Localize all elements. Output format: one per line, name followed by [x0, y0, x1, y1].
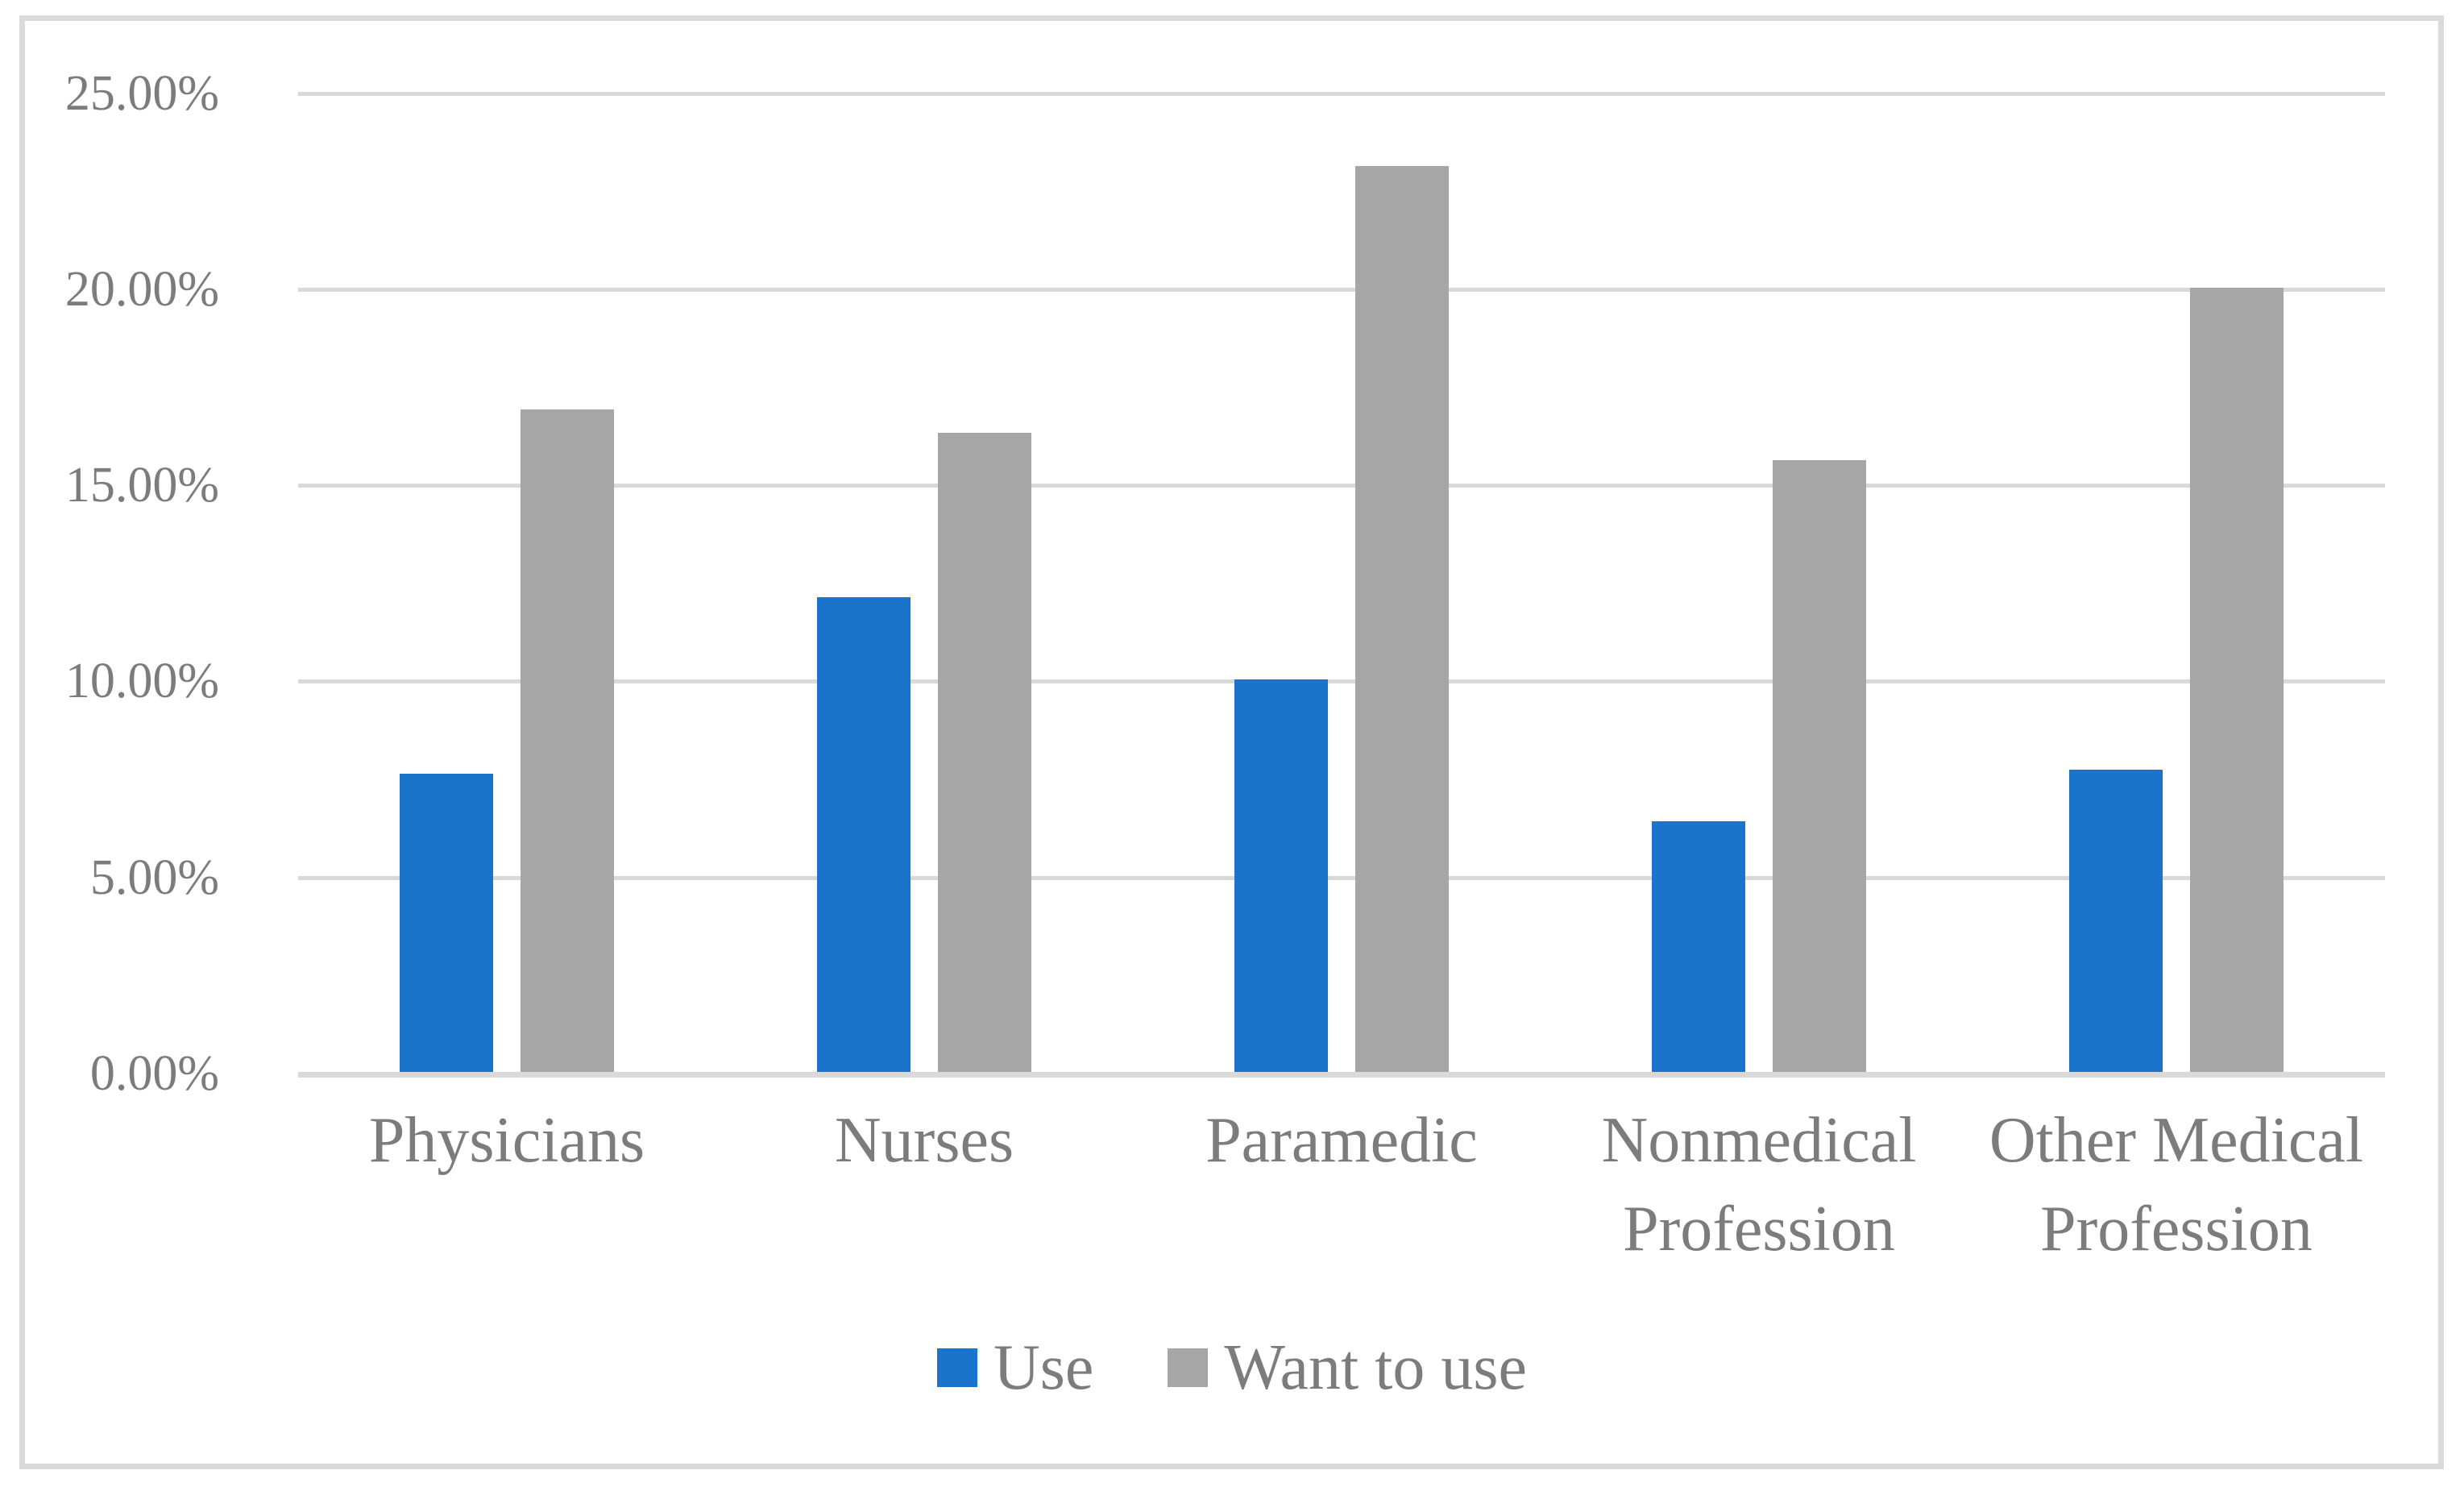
gridline [298, 484, 2385, 488]
legend-item-use: Use [936, 1332, 1094, 1403]
gridline [298, 679, 2385, 684]
figure-border [19, 15, 2444, 1469]
bar-want-to-use-physicians [521, 409, 614, 1072]
x-category-label-other-medical-profession: Other Medical Profession [1989, 1105, 2364, 1265]
x-category-label-physicians: Physicians [368, 1105, 645, 1176]
x-axis-line [298, 1072, 2385, 1078]
bar-use-physicians [400, 774, 493, 1072]
y-tick-label: 20.00% [64, 261, 219, 317]
legend-swatch-want-to-use [1168, 1348, 1209, 1387]
gridline [298, 91, 2385, 96]
y-tick-label: 15.00% [64, 458, 219, 513]
bar-use-other-medical-profession [2069, 770, 2163, 1072]
legend-label-want-to-use: Want to use [1224, 1332, 1528, 1403]
legend: Use Want to use [0, 1332, 2464, 1403]
y-tick-label: 0.00% [89, 1046, 219, 1101]
bar-use-nurses [817, 597, 911, 1072]
bar-use-paramedic [1234, 679, 1328, 1072]
y-tick-label: 10.00% [64, 654, 219, 709]
gridline [298, 875, 2385, 880]
bar-want-to-use-other-medical-profession [2190, 288, 2284, 1072]
legend-swatch-use [936, 1348, 977, 1387]
bar-use-nonmedical-profession [1652, 821, 1745, 1072]
bar-want-to-use-nurses [938, 433, 1031, 1072]
gridline [298, 287, 2385, 292]
y-tick-label: 25.00% [64, 65, 219, 121]
x-category-label-nonmedical-profession: Nonmedical Profession [1601, 1105, 1917, 1265]
x-category-label-paramedic: Paramedic [1205, 1105, 1478, 1176]
legend-item-want-to-use: Want to use [1168, 1332, 1528, 1403]
bar-want-to-use-nonmedical-profession [1773, 460, 1866, 1072]
bar-want-to-use-paramedic [1355, 166, 1449, 1072]
x-category-label-nurses: Nurses [834, 1105, 1014, 1176]
legend-label-use: Use [993, 1332, 1094, 1403]
y-tick-label: 5.00% [89, 849, 219, 905]
